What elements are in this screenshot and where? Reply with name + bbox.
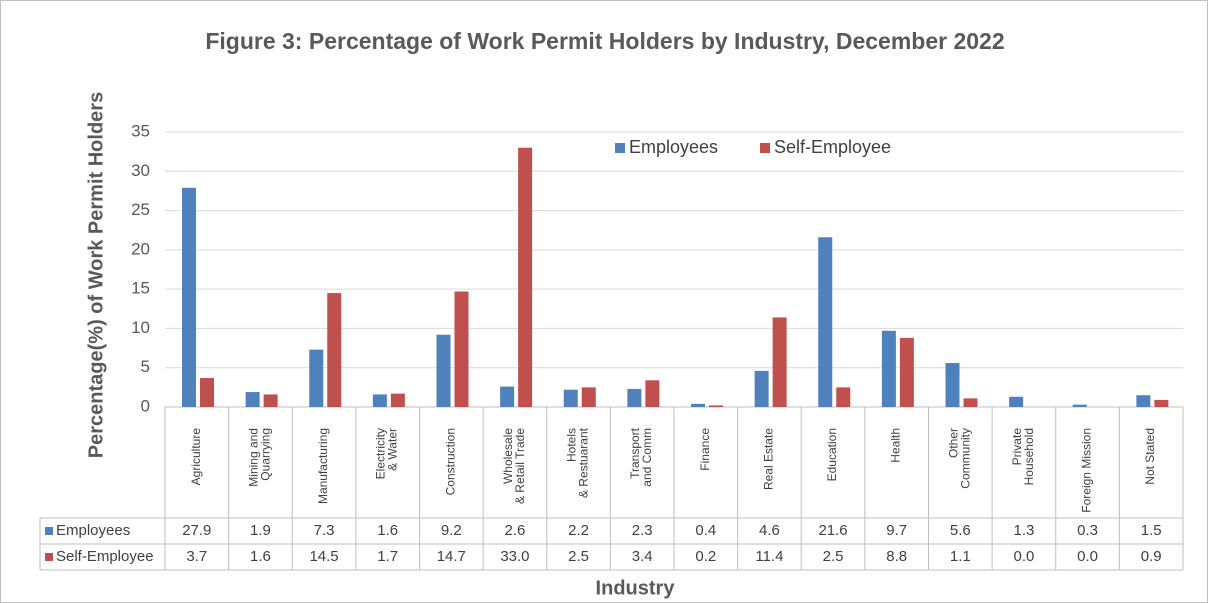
bar [581,387,596,407]
table-value: 2.3 [632,522,653,539]
table-value: 1.5 [1141,522,1162,539]
bar [327,293,342,407]
bar [836,387,851,407]
bar [818,237,833,407]
bar [645,380,660,407]
table-value: 1.6 [377,522,398,539]
table-value: 14.5 [309,548,338,565]
bar [1072,404,1087,407]
bar [390,393,405,407]
table-value: 3.7 [186,548,207,565]
table-value: 0.0 [1014,548,1035,565]
table-value: 5.6 [950,522,971,539]
bar [500,386,515,407]
bar [772,317,787,407]
legend-swatch [615,143,625,153]
bar [963,398,978,407]
table-value: 33.0 [500,548,529,565]
table-value: 8.8 [886,548,907,565]
x-tick-label: Foreign Mission [1080,428,1094,513]
y-axis-label: Percentage(%) of Work Permit Holders [85,92,107,458]
x-tick-label: Wholesale& Retail Trade [501,428,527,504]
bar [691,403,705,407]
table-value: 2.6 [505,522,526,539]
table-value: 9.7 [886,522,907,539]
x-tick-label: Not Stated [1143,428,1157,485]
x-tick-label: Health [889,428,903,463]
bar [182,187,196,407]
bar [899,337,914,407]
table-value: 1.3 [1014,522,1035,539]
table-swatch [45,527,53,535]
x-tick-label: Electricity& Water [374,428,400,479]
bar [1136,395,1151,407]
bar [881,330,896,407]
x-tick-label: Mining andQuarrying [247,428,273,487]
x-tick-label: Agriculture [189,428,203,486]
table-row-label: Self-Employee [56,548,154,565]
bar [245,392,260,407]
table-value: 1.9 [250,522,271,539]
table-value: 1.1 [950,548,971,565]
bar [945,363,960,407]
y-tick-label: 0 [141,396,150,415]
legend-label: Self-Employee [774,137,891,157]
bar [436,334,451,407]
table-value: 4.6 [759,522,780,539]
chart-title: Figure 3: Percentage of Work Permit Hold… [205,28,1004,54]
table-value: 11.4 [755,548,783,565]
bar [1154,399,1169,407]
bar [627,388,642,407]
y-tick-label: 30 [131,161,150,180]
y-tick-label: 10 [131,318,150,337]
table-value: 3.4 [632,548,653,565]
x-axis-label: Industry [596,577,676,599]
table-value: 0.2 [695,548,716,565]
table-value: 0.0 [1077,548,1098,565]
table-swatch [45,553,53,561]
table-value: 1.7 [377,548,398,565]
bar [372,394,387,407]
table-value: 2.5 [568,548,589,565]
bar [754,370,769,407]
bar [309,349,324,407]
x-tick-label: Finance [698,428,712,471]
bar [454,291,469,407]
x-tick-label: Education [825,428,839,481]
x-tick-label: Construction [443,428,457,495]
table-value: 9.2 [441,522,462,539]
table-value: 7.3 [314,522,335,539]
x-tick-label: Manufacturing [316,428,330,504]
y-tick-label: 15 [131,279,150,298]
table-value: 27.9 [182,522,211,539]
legend-label: Employees [629,137,718,157]
table-value: 14.7 [437,548,466,565]
x-tick-label: Transportand Comm [628,427,654,486]
bar [1009,396,1024,407]
table-value: 0.3 [1077,522,1098,539]
table-value: 2.5 [823,548,844,565]
table-value: 0.4 [695,522,716,539]
bar [563,389,578,407]
table-value: 0.9 [1141,548,1162,565]
bar [709,405,723,407]
y-tick-label: 35 [131,121,150,140]
x-tick-label: OtherCommunity [946,428,972,489]
y-tick-label: 5 [141,357,150,376]
y-tick-label: 25 [131,200,150,219]
legend-swatch [760,143,770,153]
x-tick-label: Hotels& Restuarant [565,427,591,498]
table-value: 21.6 [818,522,847,539]
bar [200,377,214,407]
table-row-label: Employees [56,522,130,539]
bar [263,394,278,407]
table-value: 2.2 [568,522,589,539]
y-tick-label: 20 [131,239,150,258]
bar [518,147,533,407]
x-tick-label: Real Estate [762,428,776,490]
table-value: 1.6 [250,548,271,565]
x-tick-label: PrivateHousehold [1010,428,1036,486]
